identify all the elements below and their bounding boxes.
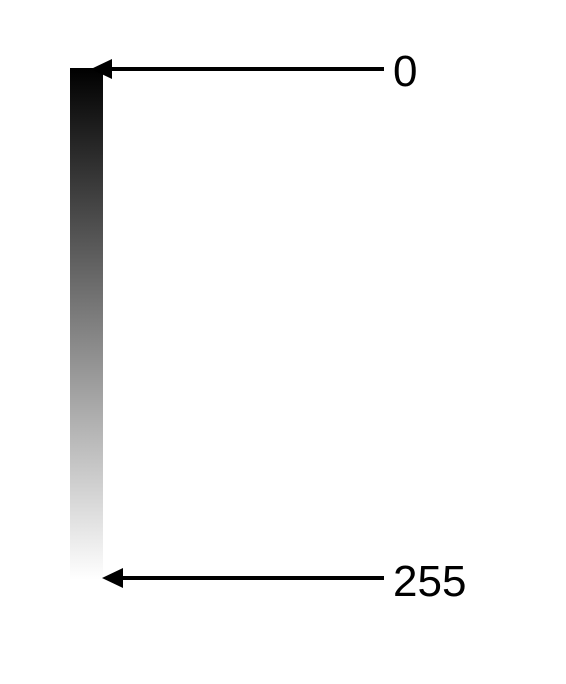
- bottom-arrow: [102, 568, 384, 588]
- bottom-arrowhead-icon: [102, 568, 123, 588]
- grayscale-gradient-bar: [70, 68, 103, 580]
- top-arrowhead-icon: [91, 59, 112, 79]
- bottom-value-label: 255: [393, 557, 466, 606]
- top-value-label: 0: [393, 47, 417, 96]
- top-arrow: [91, 59, 384, 79]
